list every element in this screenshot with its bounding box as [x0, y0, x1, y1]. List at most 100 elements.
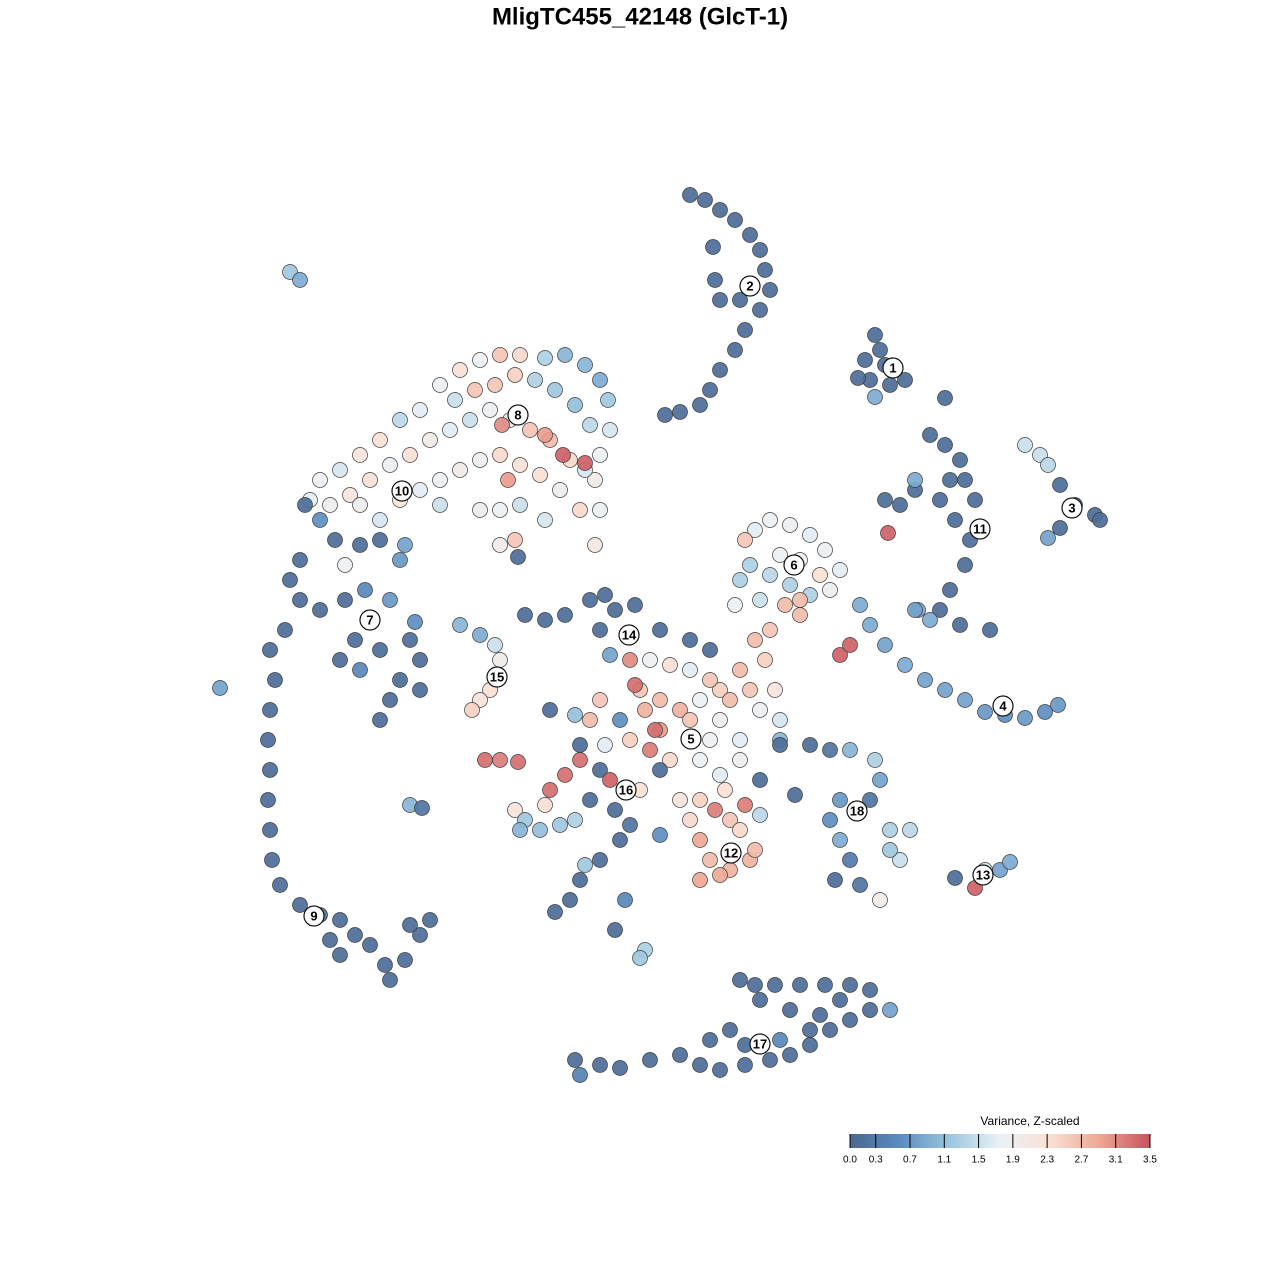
point [510, 754, 526, 770]
point [642, 742, 658, 758]
point [967, 492, 983, 508]
point [372, 432, 388, 448]
point [482, 402, 498, 418]
point [592, 447, 608, 463]
point [517, 607, 533, 623]
point [732, 292, 748, 308]
point [472, 502, 488, 518]
point [692, 397, 708, 413]
point [372, 512, 388, 528]
point [977, 704, 993, 720]
point [647, 722, 663, 738]
point [492, 347, 508, 363]
point [492, 652, 508, 668]
point [857, 352, 873, 368]
point [372, 642, 388, 658]
point [552, 817, 568, 833]
point [882, 377, 898, 393]
point [702, 852, 718, 868]
point [757, 262, 773, 278]
colorbar-tick-label: 1.9 [1006, 1155, 1020, 1166]
point [782, 1047, 798, 1063]
point [1092, 512, 1108, 528]
colorbar-tick-label: 0.7 [903, 1155, 917, 1166]
point [862, 982, 878, 998]
point [932, 602, 948, 618]
point [792, 592, 808, 608]
point [597, 737, 613, 753]
point [577, 455, 593, 471]
point [702, 672, 718, 688]
point [452, 617, 468, 633]
point [880, 525, 896, 541]
point [422, 432, 438, 448]
point [702, 382, 718, 398]
point [582, 792, 598, 808]
point [607, 802, 623, 818]
point [832, 647, 848, 663]
point [732, 732, 748, 748]
colorbar-tick-label: 3.1 [1109, 1155, 1123, 1166]
point [292, 272, 308, 288]
point [652, 622, 668, 638]
point [627, 597, 643, 613]
point [322, 497, 338, 513]
point [337, 557, 353, 573]
point [752, 807, 768, 823]
point [567, 812, 583, 828]
point [402, 917, 418, 933]
cluster-label: 14 [622, 627, 637, 642]
point [882, 842, 898, 858]
cluster-label-badge [969, 518, 991, 540]
point [682, 712, 698, 728]
point [767, 682, 783, 698]
point [352, 662, 368, 678]
point [557, 767, 573, 783]
point [657, 407, 673, 423]
cluster-label: 11 [973, 521, 987, 536]
point [832, 832, 848, 848]
cluster-label: 3 [1068, 500, 1075, 515]
cluster-label: 2 [746, 278, 753, 293]
cluster-label: 4 [999, 698, 1007, 713]
point [712, 682, 728, 698]
point [942, 472, 958, 488]
point [787, 787, 803, 803]
point [337, 592, 353, 608]
point [617, 892, 633, 908]
point [377, 957, 393, 973]
point [757, 652, 773, 668]
point [712, 202, 728, 218]
point [652, 762, 668, 778]
point [742, 682, 758, 698]
point [607, 602, 623, 618]
point [662, 752, 678, 768]
colorbar-tick-label: 0.3 [869, 1155, 883, 1166]
point [812, 567, 828, 583]
point [917, 672, 933, 688]
point [572, 752, 588, 768]
cluster-label-badge [720, 842, 742, 864]
point [572, 1067, 588, 1083]
point [347, 632, 363, 648]
point [397, 537, 413, 553]
point [372, 712, 388, 728]
cluster-label-badge [391, 480, 413, 502]
point [352, 497, 368, 513]
colorbar-tick-label: 1.5 [972, 1155, 986, 1166]
point [707, 802, 723, 818]
point [637, 702, 653, 718]
point [555, 447, 571, 463]
point [547, 904, 563, 920]
point [442, 422, 458, 438]
point [492, 502, 508, 518]
point [777, 597, 793, 613]
point [600, 392, 616, 408]
point [1002, 854, 1018, 870]
cluster-label-badge [739, 275, 761, 297]
point [872, 342, 888, 358]
point [397, 952, 413, 968]
point [572, 502, 588, 518]
point [292, 897, 308, 913]
